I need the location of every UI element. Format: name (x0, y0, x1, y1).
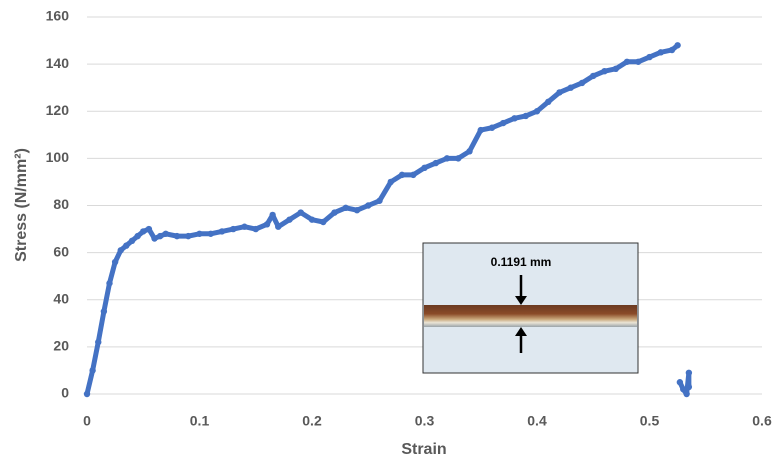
data-point (511, 115, 518, 122)
data-point (646, 53, 653, 61)
data-point (145, 225, 153, 233)
data-point (466, 148, 473, 155)
data-point (410, 171, 417, 179)
data-point (117, 247, 124, 254)
data-point (162, 230, 169, 237)
data-point (140, 228, 147, 235)
data-point (111, 258, 119, 266)
grid: 0 20 40 60 80 100 120 140 160 0 0.1 0.2 0.3 0.4 0.5 0.6 (46, 8, 772, 429)
data-point (297, 209, 304, 216)
data-point (89, 367, 96, 374)
data-point (398, 171, 406, 179)
y-tick-label: 140 (46, 55, 70, 71)
data-point (545, 98, 552, 106)
data-point (320, 218, 327, 226)
data-point (252, 225, 259, 233)
data-point (623, 58, 631, 65)
data-point (500, 119, 507, 127)
x-tick-label: 0.2 (302, 413, 322, 429)
data-point (556, 89, 563, 96)
data-point (275, 223, 282, 230)
plot (83, 42, 693, 398)
data-point (601, 67, 608, 75)
x-tick-label: 0.4 (527, 413, 547, 429)
data-point (683, 390, 690, 398)
data-point (443, 155, 451, 162)
y-tick-label: 120 (46, 102, 70, 118)
x-tick-label: 0.3 (415, 413, 435, 429)
y-axis-title: Stress (N/mm²) (13, 148, 30, 262)
x-tick-label: 0.6 (752, 413, 772, 429)
data-point (676, 379, 684, 386)
data-point (263, 221, 271, 228)
data-point (455, 155, 462, 162)
data-point (668, 46, 676, 54)
data-point (151, 235, 158, 242)
data-point (173, 232, 181, 240)
data-point (230, 225, 237, 233)
data-point (365, 202, 372, 209)
data-point (567, 84, 574, 91)
arrow-head (515, 327, 527, 336)
data-point (612, 65, 619, 73)
data-point (106, 280, 113, 287)
data-point (376, 197, 383, 204)
data-point (477, 126, 484, 134)
data-point (331, 209, 338, 216)
data-point (308, 216, 316, 223)
data-point (533, 108, 541, 115)
data-point (342, 204, 349, 212)
inset-image: 0.1191 mm (422, 242, 639, 374)
data-point (674, 42, 681, 49)
y-tick-label: 20 (53, 338, 69, 354)
data-point (578, 79, 586, 87)
wire (424, 305, 637, 327)
y-tick-label: 80 (53, 196, 69, 212)
data-point (95, 338, 102, 346)
data-point (635, 58, 642, 65)
data-point (123, 242, 130, 249)
data-point (286, 216, 293, 223)
data-point (196, 230, 203, 237)
data-point (421, 164, 428, 171)
data-point (522, 112, 529, 120)
data-point (685, 369, 693, 376)
data-point (185, 232, 192, 240)
data-point (128, 237, 136, 245)
data-point (207, 230, 214, 237)
y-tick-label: 0 (61, 385, 69, 401)
data-point (387, 178, 394, 186)
data-point (685, 383, 693, 391)
x-tick-label: 0.5 (640, 413, 660, 429)
data-point (432, 159, 439, 167)
data-point (100, 308, 108, 315)
data-point (590, 72, 597, 80)
data-point (218, 228, 226, 235)
data-point (657, 49, 664, 56)
data-point (134, 232, 141, 240)
data-point (269, 211, 276, 219)
x-axis-title: Strain (401, 441, 446, 458)
data-point (488, 124, 496, 131)
x-tick-label: 0.1 (190, 413, 210, 429)
arrow-head (515, 296, 527, 305)
data-point (680, 386, 687, 393)
y-tick-label: 100 (46, 149, 70, 165)
x-tick-label: 0 (83, 413, 91, 429)
data-point (156, 232, 164, 240)
y-tick-label: 60 (53, 243, 69, 259)
y-tick-label: 40 (53, 290, 69, 306)
y-tick-label: 160 (46, 8, 70, 24)
data-point (353, 207, 361, 214)
data-point (241, 223, 248, 230)
data-point (83, 390, 91, 398)
thickness-label: 0.1191 mm (491, 255, 552, 269)
